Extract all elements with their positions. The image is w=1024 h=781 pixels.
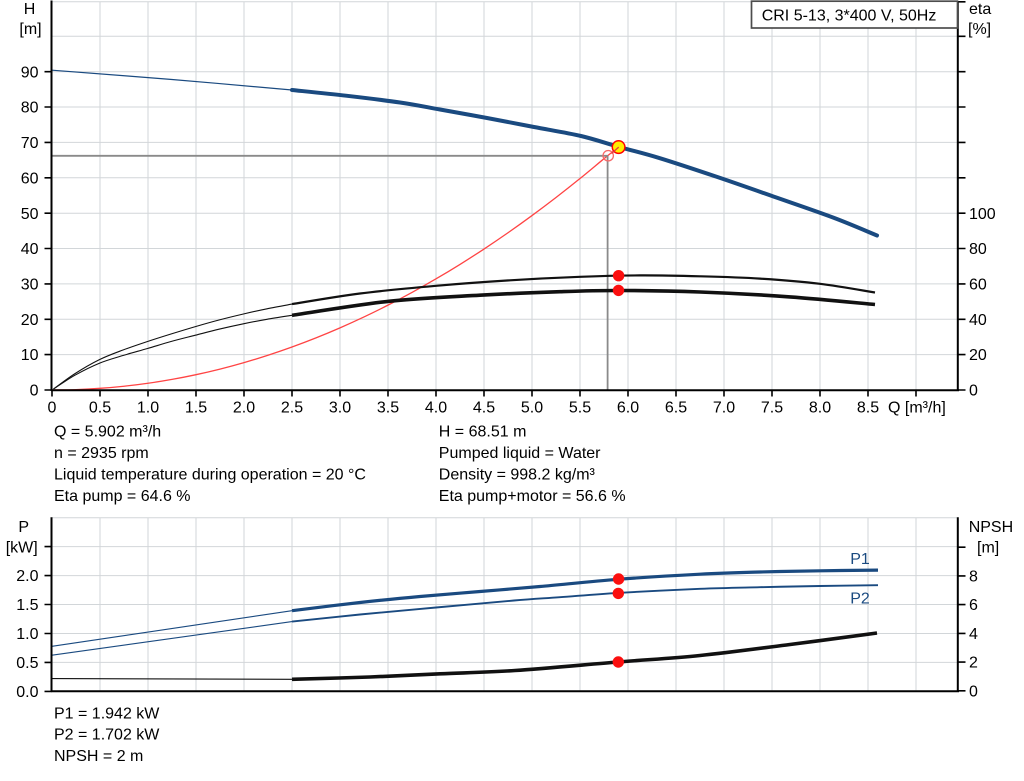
svg-text:NPSH: NPSH	[969, 519, 1013, 536]
svg-text:0.0: 0.0	[16, 684, 38, 701]
svg-text:[m]: [m]	[977, 540, 999, 557]
svg-text:Eta pump+motor = 56.6 %: Eta pump+motor = 56.6 %	[439, 488, 626, 505]
svg-text:3.5: 3.5	[377, 399, 399, 416]
svg-text:4: 4	[969, 626, 978, 643]
svg-text:7.5: 7.5	[761, 399, 783, 416]
svg-text:H: H	[24, 1, 36, 18]
svg-text:8.0: 8.0	[809, 399, 831, 416]
svg-text:30: 30	[21, 276, 39, 293]
svg-text:20: 20	[969, 347, 987, 364]
svg-text:20: 20	[21, 312, 39, 329]
svg-text:NPSH = 2 m: NPSH = 2 m	[54, 748, 143, 765]
svg-text:6.5: 6.5	[665, 399, 687, 416]
svg-text:Q [m³/h]: Q [m³/h]	[888, 399, 946, 416]
svg-text:3.0: 3.0	[329, 399, 351, 416]
svg-text:Q = 5.902 m³/h: Q = 5.902 m³/h	[54, 424, 161, 441]
svg-text:7.0: 7.0	[713, 399, 735, 416]
svg-text:8.5: 8.5	[857, 399, 879, 416]
svg-text:70: 70	[21, 135, 39, 152]
svg-text:1.0: 1.0	[16, 626, 38, 643]
svg-text:50: 50	[21, 206, 39, 223]
svg-text:n = 2935 rpm: n = 2935 rpm	[54, 445, 149, 462]
svg-text:40: 40	[969, 312, 987, 329]
svg-text:eta: eta	[969, 1, 991, 18]
svg-text:Liquid temperature during oper: Liquid temperature during operation = 20…	[54, 466, 366, 483]
svg-text:100: 100	[969, 206, 996, 223]
svg-text:P: P	[18, 519, 29, 536]
svg-text:60: 60	[969, 276, 987, 293]
svg-text:8: 8	[969, 569, 978, 586]
svg-text:0: 0	[969, 683, 978, 700]
svg-text:60: 60	[21, 170, 39, 187]
svg-text:P2 = 1.702 kW: P2 = 1.702 kW	[54, 727, 160, 744]
svg-text:80: 80	[969, 241, 987, 258]
svg-text:[m]: [m]	[19, 21, 41, 38]
svg-text:2.0: 2.0	[233, 399, 255, 416]
svg-text:CRI 5-13, 3*400 V, 50Hz: CRI 5-13, 3*400 V, 50Hz	[762, 7, 937, 24]
svg-text:0: 0	[48, 399, 57, 416]
svg-text:90: 90	[21, 64, 39, 81]
svg-text:H = 68.51 m: H = 68.51 m	[439, 424, 527, 441]
svg-text:5.5: 5.5	[569, 399, 591, 416]
svg-text:1.5: 1.5	[185, 399, 207, 416]
svg-text:6: 6	[969, 597, 978, 614]
svg-text:6.0: 6.0	[617, 399, 639, 416]
svg-text:0.5: 0.5	[16, 655, 38, 672]
svg-text:5.0: 5.0	[521, 399, 543, 416]
svg-text:80: 80	[21, 100, 39, 117]
svg-text:0: 0	[969, 383, 978, 400]
svg-text:P2: P2	[850, 591, 870, 608]
svg-text:1.0: 1.0	[137, 399, 159, 416]
svg-text:2.0: 2.0	[16, 568, 38, 585]
svg-text:2: 2	[969, 655, 978, 672]
svg-text:0.5: 0.5	[89, 399, 111, 416]
svg-text:[%]: [%]	[968, 21, 991, 38]
svg-text:1.5: 1.5	[16, 597, 38, 614]
svg-text:0: 0	[30, 383, 39, 400]
svg-text:40: 40	[21, 241, 39, 258]
svg-text:2.5: 2.5	[281, 399, 303, 416]
svg-text:Density = 998.2 kg/m³: Density = 998.2 kg/m³	[439, 466, 596, 483]
svg-text:[kW]: [kW]	[6, 540, 38, 557]
svg-text:10: 10	[21, 347, 39, 364]
svg-text:Pumped liquid = Water: Pumped liquid = Water	[439, 445, 601, 462]
svg-text:Eta pump = 64.6 %: Eta pump = 64.6 %	[54, 488, 191, 505]
svg-text:4.5: 4.5	[473, 399, 495, 416]
svg-text:P1 = 1.942 kW: P1 = 1.942 kW	[54, 706, 160, 723]
svg-text:4.0: 4.0	[425, 399, 447, 416]
svg-text:P1: P1	[850, 551, 870, 568]
